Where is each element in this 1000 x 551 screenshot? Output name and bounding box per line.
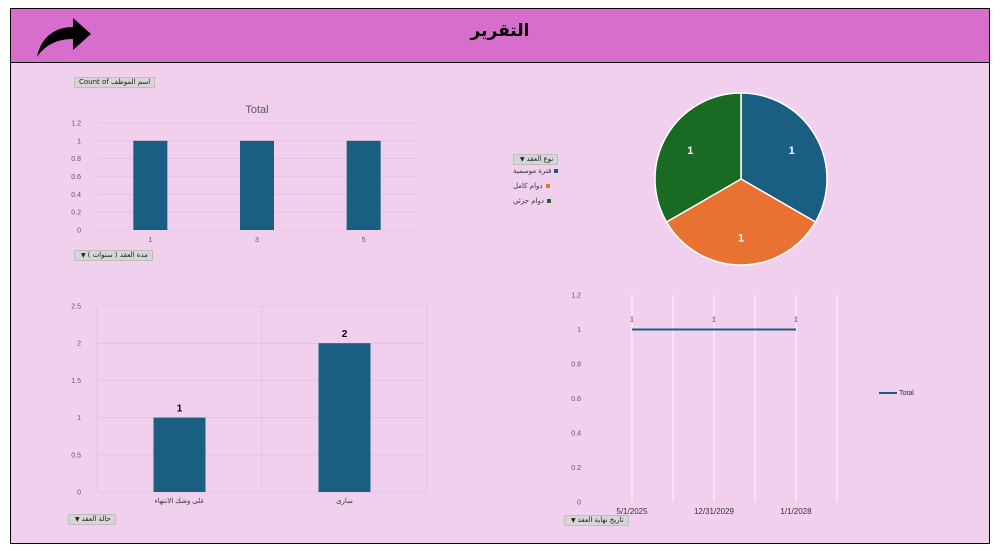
duration-axis-chip[interactable]: ▼ مدة العقد ( سنوات ) [74,250,153,261]
y-tick-label: 0 [77,490,81,497]
x-tick-label: 1/1/2028 [780,507,812,516]
legend-item[interactable]: دوام جزئي [513,197,551,205]
status-axis-label: حالة العقد [81,515,111,523]
bar [153,417,206,492]
contract-type-label: نوع العقد [526,155,554,163]
x-tick-label: 3 [255,237,259,243]
report-sheet: التقرير Count of اسم الموظف Total 0 0.2 0.4… [10,8,990,544]
bar [346,140,381,230]
dropdown-triangle-icon: ▼ [571,517,576,524]
duration-bar-chart: Total 0 0.2 0.4 0.6 0.8 1 1.2 1 3 5 [71,104,417,243]
page-title: التقرير [470,21,530,41]
legend-label: فترة موسمية [513,167,552,175]
end-date-axis-chip[interactable]: ▼ تاريخ نهاية العقد [564,515,629,526]
line-data-label: 1 [630,317,634,324]
y-tick-label: 0.4 [71,192,81,199]
y-tick-label: 1.5 [71,378,81,385]
y-tick-label: 0.4 [571,431,581,438]
line-legend: Total [879,390,914,397]
y-tick-label: 2.5 [71,304,81,311]
report-header: التقرير [11,9,989,63]
curved-arrow-icon[interactable] [33,15,95,59]
pie-slice [665,178,817,266]
dropdown-triangle-icon: ▼ [520,156,525,163]
pie-data-label: 1 [738,232,744,244]
value-field-chip[interactable]: Count of اسم الموظف [74,77,156,88]
pie-slice [740,92,828,224]
pie-slice [654,92,742,224]
bar [240,140,274,230]
y-tick-label: 1 [577,327,581,334]
bar [318,343,371,492]
y-tick-label: 1.2 [71,121,81,128]
y-tick-label: 0.2 [571,465,581,472]
y-tick-label: 0.8 [71,156,81,163]
pie-legend: فترة موسمية دوام كامل دوام جزئي [511,167,571,217]
x-tick-label: 12/31/2029 [694,507,735,516]
pie-data-label: 1 [789,145,795,157]
x-tick-label: 5/1/2025 [616,507,648,516]
y-tick-label: 0.6 [571,396,581,403]
legend-swatch-total [879,392,897,395]
line-data-label: 1 [712,317,716,324]
y-tick-label: 0.8 [571,362,581,369]
legend-item[interactable]: فترة موسمية [513,167,559,175]
bar-data-label: 2 [342,329,348,340]
x-tick-label: 5 [362,237,366,243]
legend-swatch [546,199,551,203]
y-tick-label: 0 [577,500,581,507]
y-tick-label: 0 [77,228,81,235]
y-tick-label: 0.6 [71,174,81,181]
chart-title: Total [245,104,268,116]
y-tick-label: 0.5 [71,452,81,459]
y-tick-label: 1 [77,138,81,145]
legend-item[interactable]: دوام كامل [513,182,550,190]
y-tick-label: 2 [77,341,81,348]
end-date-line-chart: 0 0.2 0.4 0.6 0.8 1 1.2 1 5/1/2025 1 12/31/2029 1 1/… [571,293,838,516]
status-bar-chart: 0 0.5 1 1.5 2 2.5 1 على وشك الانتهاء 2 سارى [71,304,428,505]
bar-data-label: 1 [177,404,183,415]
status-axis-chip[interactable]: ▼ حالة العقد [68,514,116,525]
contract-type-pie-chart: 1 1 1 [654,92,828,266]
end-date-axis-label: تاريخ نهاية العقد [577,516,624,524]
y-tick-label: 1 [77,415,81,422]
x-tick-label: سارى [336,497,353,505]
contract-type-chip[interactable]: ▼ نوع العقد [513,154,559,165]
dropdown-triangle-icon: ▼ [75,516,80,523]
dropdown-triangle-icon: ▼ [81,252,86,259]
legend-label: دوام جزئي [513,197,544,205]
legend-label-total: Total [899,390,914,397]
x-tick-label: 1 [148,237,152,243]
x-tick-label: على وشك الانتهاء [154,497,204,505]
bar [133,140,168,230]
y-tick-label: 1.2 [571,293,581,300]
line-data-label: 1 [794,317,798,324]
pie-data-label: 1 [687,145,693,157]
legend-label: دوام كامل [513,182,543,190]
legend-swatch [554,169,559,173]
y-tick-label: 0.2 [71,210,81,217]
value-field-label: Count of اسم الموظف [79,78,151,86]
duration-axis-label: مدة العقد ( سنوات ) [87,251,148,259]
legend-swatch [545,184,550,188]
